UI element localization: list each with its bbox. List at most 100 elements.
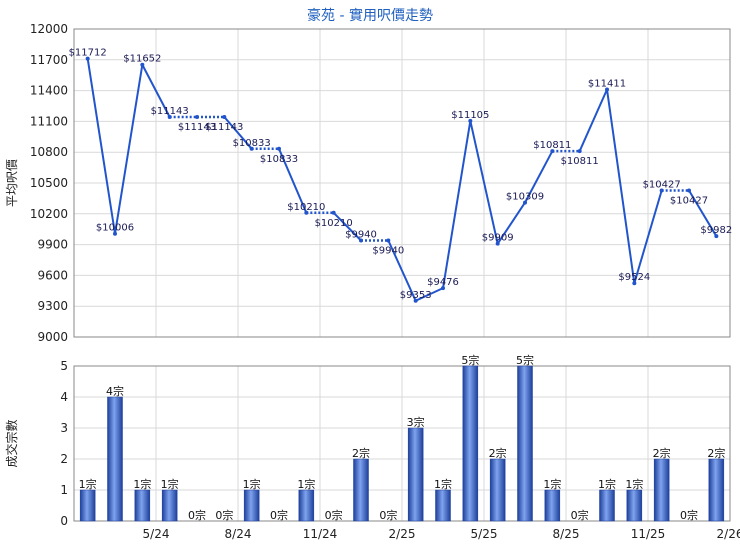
volume-bar [544, 489, 561, 522]
volume-y-tick-label: 1 [60, 483, 68, 497]
price-point [495, 241, 500, 246]
volume-bar [435, 489, 451, 522]
volume-bar-label: 1宗 [543, 477, 561, 491]
price-line-segment [223, 116, 253, 150]
price-y-tick-label: 11700 [30, 53, 68, 67]
price-point [113, 231, 117, 236]
price-line-segment [633, 190, 663, 284]
price-plot-frame [73, 28, 731, 338]
price-data-label: $11143 [205, 122, 243, 133]
price-point [85, 56, 90, 61]
volume-y-tick-label: 5 [60, 359, 68, 373]
price-point [140, 62, 145, 67]
price-y-tick-label: 9600 [37, 268, 68, 282]
price-line-segment [332, 212, 362, 242]
volume-bar [708, 458, 725, 522]
price-y-tick-label: 10500 [30, 176, 68, 190]
price-point [195, 114, 199, 119]
volume-plot-frame [73, 365, 731, 522]
volume-bar-label: 5宗 [516, 353, 534, 367]
price-point [167, 114, 172, 119]
price-point [331, 210, 336, 215]
price-y-tick-label: 10800 [30, 145, 68, 159]
x-tick-label: 2/26 [717, 527, 740, 541]
volume-bar-label: 1宗 [625, 477, 643, 491]
volume-bar-label: 2宗 [489, 446, 507, 460]
price-data-label: $10309 [506, 192, 544, 203]
volume-bar-label: 1宗 [133, 477, 151, 491]
price-y-tick-label: 10200 [30, 207, 68, 221]
price-line-segment [415, 287, 444, 302]
volume-bar [407, 427, 424, 522]
price-data-label: $9982 [700, 225, 732, 236]
volume-bar-label: 0宗 [379, 508, 397, 522]
price-data-label: $9909 [482, 233, 514, 244]
price-line-segment [114, 64, 144, 234]
price-y-axis-title: 平均呎價 [5, 159, 19, 207]
chart-title: 豪苑 - 實用呎價走勢 [307, 7, 433, 24]
volume-bar [107, 396, 123, 522]
volume-bar-label: 1宗 [79, 477, 97, 491]
price-point [659, 188, 664, 193]
x-tick-label: 11/24 [303, 527, 338, 541]
price-data-label: $10210 [315, 218, 353, 229]
price-y-tick-label: 9300 [37, 299, 68, 313]
x-tick-label: 2/25 [389, 527, 416, 541]
volume-bar-label: 0宗 [325, 508, 343, 522]
volume-bar-label: 1宗 [161, 477, 179, 491]
price-data-label: $10427 [670, 195, 708, 206]
price-data-label: $10833 [260, 154, 298, 165]
volume-bar-label: 0宗 [680, 508, 698, 522]
price-line-segment [387, 240, 417, 302]
price-data-label: $11411 [588, 78, 626, 89]
price-point [632, 281, 637, 286]
volume-bar-label: 1宗 [243, 477, 261, 491]
volume-bar-label: 4宗 [106, 384, 124, 398]
price-y-tick-label: 9900 [37, 238, 68, 252]
volume-bar [79, 489, 96, 522]
price-line-segment [86, 58, 116, 234]
volume-bar [298, 489, 315, 522]
x-tick-label: 11/25 [631, 527, 666, 541]
volume-bar [353, 458, 369, 522]
price-y-tick-label: 9000 [37, 330, 68, 344]
volume-bar-label: 0宗 [215, 508, 233, 522]
price-data-label: $11652 [123, 54, 161, 65]
price-data-label: $10210 [287, 202, 325, 213]
price-data-label: $10811 [561, 156, 599, 167]
price-point [550, 149, 555, 154]
price-line-segment [578, 89, 608, 152]
price-point [249, 146, 254, 151]
volume-bar-label: 1宗 [434, 477, 452, 491]
volume-bar-label: 1宗 [598, 477, 616, 491]
price-line-segment [141, 64, 171, 118]
price-point [687, 188, 691, 193]
x-tick-label: 5/24 [143, 527, 170, 541]
volume-bar [243, 489, 260, 522]
price-data-label: $11105 [451, 110, 489, 121]
price-data-label: $11712 [69, 48, 107, 59]
price-point [523, 200, 527, 205]
price-point [441, 286, 445, 291]
price-line-segment [496, 202, 526, 245]
price-data-label: $10427 [643, 179, 681, 190]
price-data-label: $9940 [345, 229, 377, 240]
price-point [359, 238, 363, 243]
price-data-label: $10811 [533, 140, 571, 151]
volume-bar-label: 0宗 [188, 508, 206, 522]
price-point [277, 146, 281, 151]
price-data-label: $10006 [96, 223, 134, 234]
price-line-segment [278, 148, 308, 214]
volume-bar-label: 5宗 [461, 353, 479, 367]
x-tick-label: 8/25 [553, 527, 580, 541]
volume-y-tick-label: 4 [60, 390, 68, 404]
volume-bar-label: 0宗 [571, 508, 589, 522]
volume-bar-label: 0宗 [270, 508, 288, 522]
price-data-label: $9353 [400, 290, 432, 301]
volume-bar-chart: 0 1 2 3 4 5 成交宗數 1宗 4宗 1宗 1宗 0宗 0宗 1宗 0宗 1宗 0宗 2宗 0宗 3宗 1宗 5宗… [4, 353, 740, 541]
price-point [304, 210, 309, 215]
price-data-label: $9940 [372, 245, 404, 256]
price-line-segment [442, 120, 472, 289]
